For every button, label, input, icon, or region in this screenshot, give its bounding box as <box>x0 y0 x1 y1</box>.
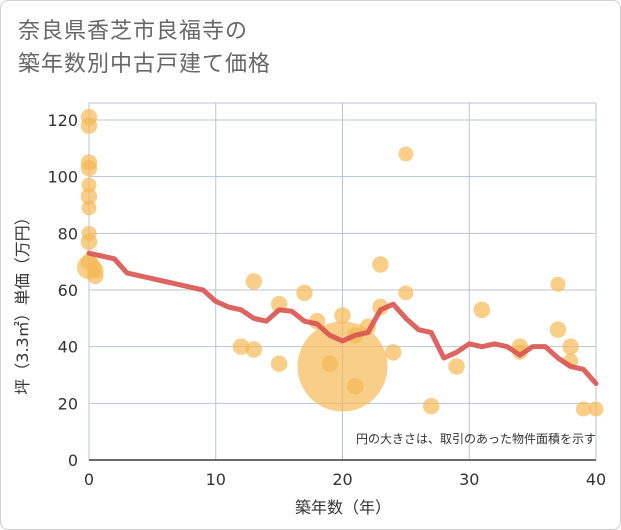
chart-title-line-2: 築年数別中古戸建て価格 <box>18 52 272 77</box>
x-axis-ticks: 0 10 20 30 40 <box>84 470 606 489</box>
data-point <box>422 397 440 415</box>
x-tick-label: 10 <box>206 470 226 489</box>
y-tick-label: 0 <box>68 451 78 470</box>
data-point <box>384 344 402 361</box>
y-axis-ticks: 0 20 40 60 80 100 120 <box>47 111 78 470</box>
x-axis-title: 築年数（年） <box>295 498 391 517</box>
data-point <box>398 146 414 162</box>
data-point <box>334 307 351 324</box>
x-tick-label: 20 <box>332 470 352 489</box>
data-point <box>80 188 98 205</box>
x-tick-label: 0 <box>84 470 94 489</box>
data-point <box>232 338 250 355</box>
data-point <box>473 301 491 319</box>
y-tick-label: 20 <box>58 394 78 413</box>
data-point <box>297 321 388 412</box>
data-point <box>270 355 288 372</box>
y-tick-label: 60 <box>58 281 78 300</box>
data-point <box>245 341 263 358</box>
size-legend-note: 円の大きさは、取引のあった物件面積を示す <box>356 431 596 446</box>
chart-title-line-1: 奈良県香芝市良福寺の <box>18 19 249 44</box>
data-point <box>562 338 579 355</box>
data-point <box>87 267 104 285</box>
data-point <box>346 378 364 395</box>
trend-line <box>86 250 599 386</box>
bubble-series <box>77 108 604 417</box>
data-point <box>550 276 566 292</box>
data-point <box>575 401 591 417</box>
data-point <box>80 117 98 134</box>
y-tick-label: 40 <box>58 338 78 357</box>
data-point <box>588 401 604 417</box>
y-tick-label: 80 <box>58 224 78 243</box>
x-tick-label: 30 <box>459 470 479 489</box>
data-point <box>372 298 389 316</box>
x-tick-label: 40 <box>586 470 606 489</box>
data-point <box>80 159 98 177</box>
data-point <box>81 200 97 216</box>
data-point <box>80 233 98 251</box>
data-point <box>398 285 414 301</box>
chart-title: 奈良県香芝市良福寺の 築年数別中古戸建て価格 <box>18 15 271 81</box>
data-point <box>372 256 389 273</box>
data-point <box>296 284 313 302</box>
y-tick-label: 120 <box>47 111 78 130</box>
data-point <box>81 177 97 193</box>
y-axis-title: 坪（3.3㎡）単価（万円） <box>13 209 32 394</box>
y-tick-label: 100 <box>47 168 78 187</box>
data-point <box>549 321 567 338</box>
data-point <box>245 273 263 290</box>
data-point <box>448 358 465 375</box>
